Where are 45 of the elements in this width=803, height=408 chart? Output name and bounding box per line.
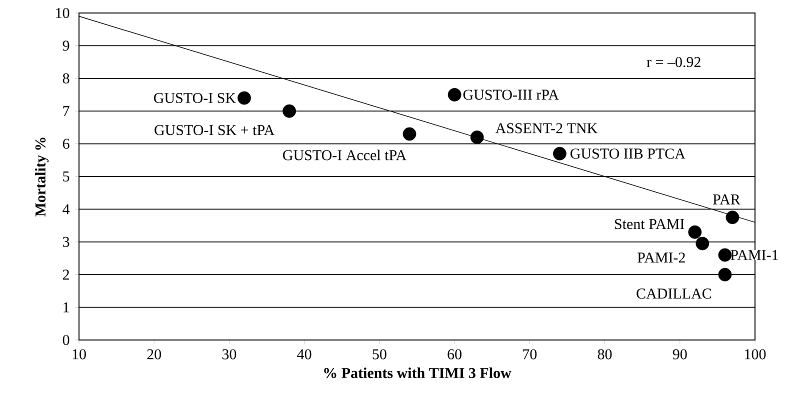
point [238, 91, 251, 105]
annotation: CADILLAC [636, 288, 712, 299]
y-tick-label: 1 [64, 302, 69, 312]
x-tick-label: 90 [672, 349, 687, 360]
annotation: PAR [713, 194, 740, 204]
x-tick-label: 100 [745, 349, 766, 360]
point [448, 88, 462, 102]
y-tick-label: 0 [62, 334, 70, 346]
x-tick-label: 60 [448, 349, 462, 360]
point [402, 127, 416, 141]
y-tick-label: 7 [63, 106, 70, 116]
point [470, 130, 484, 144]
x-tick-label: 50 [372, 349, 386, 360]
point [696, 236, 710, 250]
point [718, 248, 732, 262]
point [726, 210, 740, 224]
annotation: r = –0.92 [646, 56, 700, 68]
x-tick-label: 30 [222, 349, 236, 360]
annotation: GUSTO-I Accel tPA [283, 150, 406, 160]
point [282, 104, 296, 118]
x-axis-title: % Patients with TIMI 3 Flow [324, 368, 512, 378]
x-tick-label: 20 [147, 349, 162, 360]
x-tick-label: 10 [72, 349, 86, 360]
annotation: ASSENT-2 TNK [495, 123, 598, 134]
y-tick-label: 8 [62, 73, 70, 84]
point [553, 146, 566, 160]
annotation: GUSTO-I SK [154, 92, 236, 104]
x-tick-label: 70 [523, 349, 537, 360]
y-axis-title: Mortality % [34, 138, 49, 216]
annotation: GUSTO IIB PTCA [570, 148, 686, 159]
annotation: PAMI-2 [638, 252, 685, 262]
annotation: GUSTO-III rPA [463, 90, 559, 100]
y-tick-label: 2 [62, 270, 69, 280]
x-tick-label: 80 [598, 349, 612, 360]
y-tick-label: 6 [62, 138, 70, 149]
point [718, 268, 732, 282]
x-tick-label: 40 [297, 349, 312, 360]
point [688, 225, 702, 239]
annotation: GUSTO-I SK + tPA [154, 125, 274, 136]
annotation: Stent PAMI [615, 219, 684, 230]
y-tick-label: 9 [62, 40, 70, 51]
y-tick-label: 10 [56, 8, 70, 18]
y-tick-label: 5 [63, 172, 70, 182]
y-tick-label: 4 [62, 204, 70, 214]
y-tick-label: 3 [63, 236, 70, 247]
